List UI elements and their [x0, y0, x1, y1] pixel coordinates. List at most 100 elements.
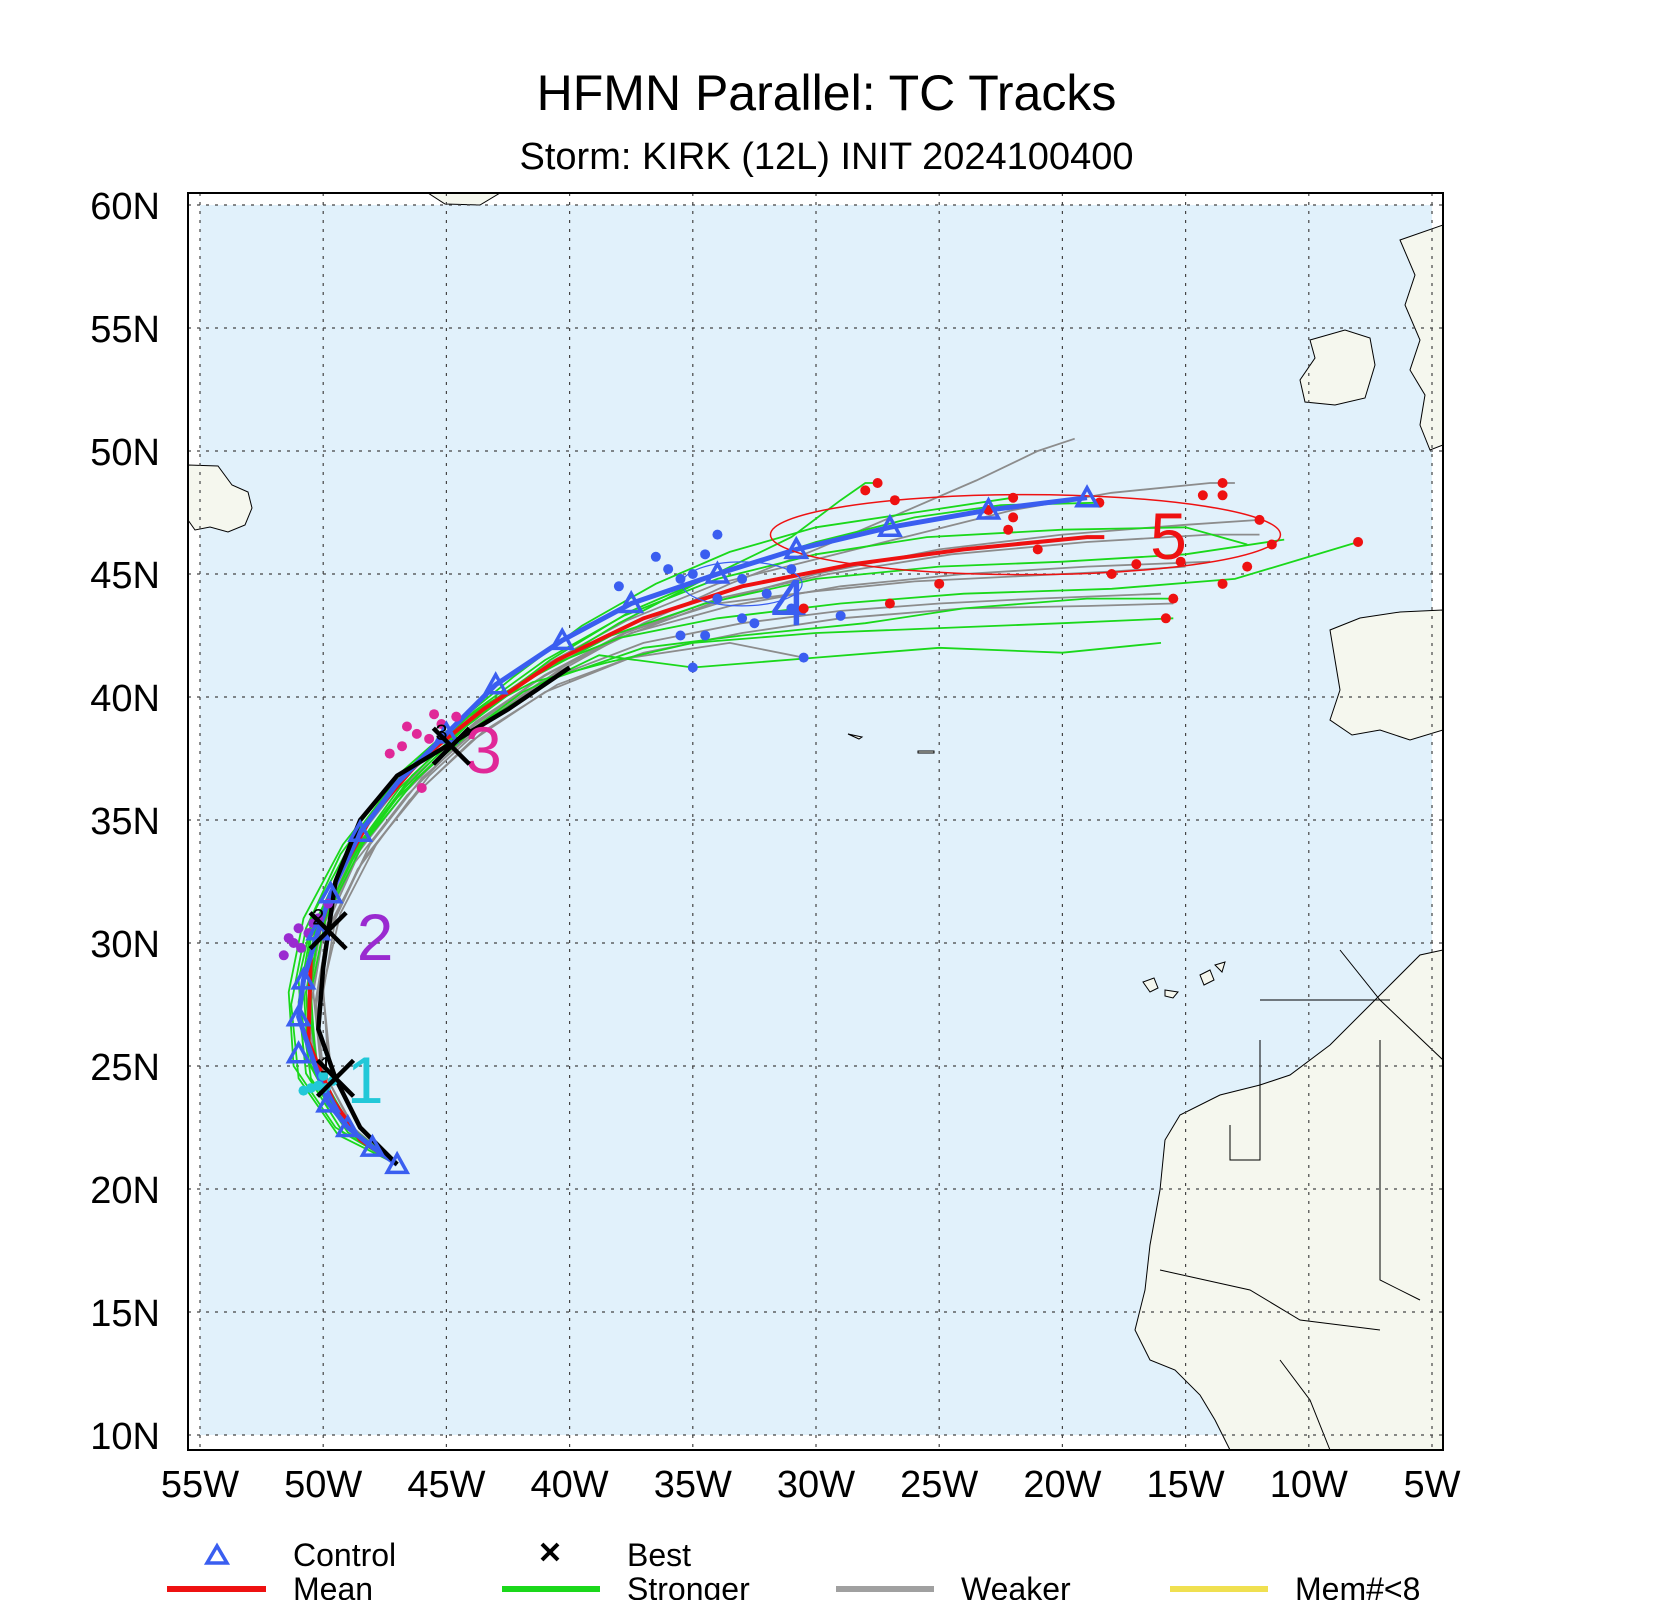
day3-member-dot [429, 709, 440, 720]
control-marker [290, 966, 317, 990]
lat-tick-label: 20N [90, 1170, 160, 1212]
lon-tick-label: 35W [654, 1464, 732, 1506]
day5-member-dot [1217, 578, 1228, 589]
best-marker-stroke [431, 726, 471, 766]
lon-tick-label: 30W [777, 1464, 855, 1506]
day4-member-dot [700, 630, 711, 641]
day5-member-dot [1032, 544, 1043, 555]
map-subtitle: Storm: KIRK (12L) INIT 2024100400 [519, 136, 1134, 178]
control-marker [384, 1150, 411, 1175]
control-marker [1074, 484, 1101, 508]
day4-member-dot [675, 573, 686, 584]
day5-member-dot [1242, 561, 1253, 572]
control-marker [315, 1089, 342, 1113]
day3-member-dot [424, 733, 435, 744]
lon-tick-label: 25W [900, 1464, 978, 1506]
day4-member-dot [737, 573, 748, 584]
day2-label: 2 [357, 900, 394, 974]
canary-island-b [1164, 989, 1179, 999]
day3-member-dot [401, 721, 412, 732]
day2-member-dot [288, 938, 299, 948]
control-marker [783, 535, 810, 560]
day5-member-dot [934, 578, 945, 589]
day5-member-dot [1197, 490, 1208, 501]
iberia-landmass [1329, 609, 1443, 741]
lon-tick-label: 10W [1270, 1464, 1348, 1506]
day5-member-dot [1217, 477, 1228, 488]
lat-tick-label: 45N [90, 555, 160, 597]
best-marker-day: 1 [320, 1052, 332, 1077]
day3-member-dot [411, 728, 422, 739]
day4-member-dot [761, 588, 772, 599]
day5-member-dot [1131, 559, 1142, 570]
day4-member-dot [650, 551, 661, 562]
control-marker [317, 880, 344, 904]
control-marker [285, 1003, 312, 1027]
day1-member-dot [318, 1070, 329, 1081]
best-marker [315, 1058, 356, 1098]
day5-member-dot [1160, 613, 1171, 624]
legend: Control Best Mean Stronger Weaker Mem#<8 [167, 1537, 1420, 1600]
best-marker-stroke [315, 1058, 356, 1098]
day5-member-dot [872, 477, 883, 488]
azores-island-b [917, 750, 935, 754]
day5-member-dot [1353, 537, 1364, 548]
gridlines [188, 193, 1443, 1450]
day5-member-dot [1008, 512, 1019, 523]
track-markers: 1 2 3 4 5 1 2 3 [278, 477, 1364, 1175]
ireland-landmass [1299, 329, 1376, 406]
border-line-e [1159, 1269, 1381, 1331]
day4-member-dot [663, 564, 674, 575]
canary-island-c [1199, 969, 1215, 986]
day5-member-dot [1003, 524, 1014, 535]
lat-tick-label: 55N [90, 309, 160, 351]
newfoundland-landmass [188, 464, 253, 533]
longitude-tick-labels: 55W 50W 45W 40W 35W 30W 25W 20W 15W 10W 5W [161, 1464, 1461, 1506]
day3-member-dot [416, 783, 427, 794]
stronger-member-track [297, 538, 1285, 1166]
lon-tick-label: 5W [1404, 1464, 1461, 1506]
best-marker-day: 3 [435, 720, 447, 745]
day4-member-dot [687, 662, 698, 673]
legend-control-label: Control [293, 1537, 396, 1573]
day5-member-dot [1217, 490, 1228, 501]
border-line-c [1379, 1040, 1421, 1301]
land-layer [188, 193, 1443, 1450]
day4-spread-ellipse [681, 561, 803, 607]
day1-label: 1 [347, 1043, 384, 1117]
day4-member-dot [613, 581, 624, 592]
lat-tick-label: 10N [90, 1416, 160, 1458]
day4-member-dot [737, 613, 748, 624]
day4-member-dot [712, 593, 723, 604]
day4-member-dot [749, 618, 760, 629]
day2-member-dot [293, 923, 304, 934]
legend-mean-label: Mean [293, 1571, 373, 1600]
legend-stronger-label: Stronger [627, 1571, 750, 1600]
lat-tick-label: 25N [90, 1047, 160, 1089]
lat-tick-label: 50N [90, 432, 160, 474]
legend-weaker-label: Weaker [961, 1571, 1071, 1600]
day3-member-dot [384, 748, 395, 759]
day4-member-dot [675, 630, 686, 641]
day5-member-dot [1168, 593, 1179, 604]
lat-tick-label: 60N [90, 186, 160, 228]
lat-tick-label: 30N [90, 924, 160, 966]
control-marker [704, 560, 731, 584]
lon-tick-label: 40W [531, 1464, 609, 1506]
day3-member-dot [451, 711, 462, 722]
day4-member-dot [687, 569, 698, 579]
day5-label: 5 [1150, 499, 1187, 573]
border-line-f [1279, 1359, 1331, 1450]
day4-member-dot [798, 652, 809, 663]
plot-border [187, 192, 1444, 1451]
lon-tick-label: 20W [1023, 1464, 1101, 1506]
day5-member-dot [1175, 556, 1186, 567]
day4-member-dot [835, 610, 846, 621]
lon-tick-label: 55W [161, 1464, 239, 1506]
legend-best-label: Best [627, 1537, 691, 1573]
azores-island-a [847, 733, 864, 740]
lat-tick-label: 15N [90, 1293, 160, 1335]
africa-landmass [1134, 949, 1443, 1450]
control-marker [618, 589, 645, 614]
